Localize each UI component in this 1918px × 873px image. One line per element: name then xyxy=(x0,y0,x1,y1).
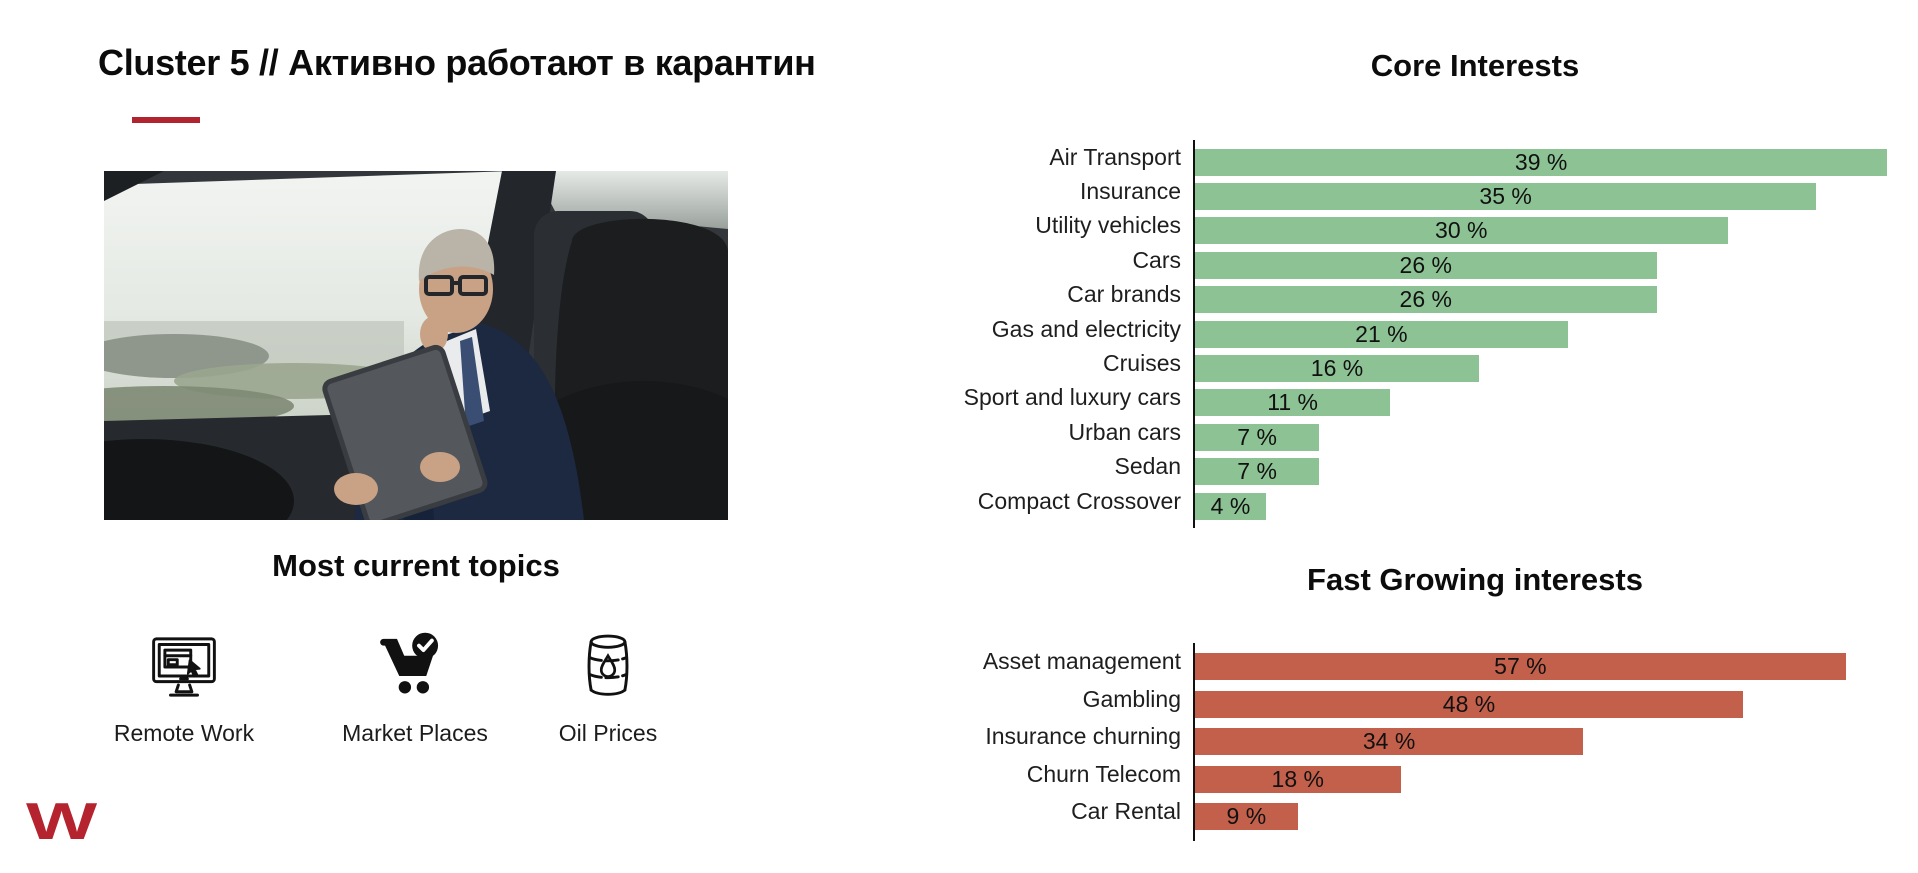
bar-row: 7 % xyxy=(1195,455,1905,489)
bar: 57 % xyxy=(1195,653,1846,681)
category-label: Cruises xyxy=(1103,350,1181,377)
photo-illustration xyxy=(104,171,728,520)
bar-row: 7 % xyxy=(1195,420,1905,454)
bar-row: 26 % xyxy=(1195,248,1905,282)
bar-row: 57 % xyxy=(1195,648,1880,686)
category-label: Gambling xyxy=(1082,685,1181,712)
topic-label-oil-prices: Oil Prices xyxy=(558,720,658,746)
topic-oil-prices: Oil Prices xyxy=(508,628,708,747)
businessman-in-car-photo xyxy=(104,171,728,520)
category-label: Urban cars xyxy=(1068,418,1181,445)
category-label: Utility vehicles xyxy=(1035,212,1181,239)
bar-row: 21 % xyxy=(1195,317,1905,351)
brand-logo-w: W xyxy=(26,793,97,851)
core-chart-category-labels: Air Transport Insurance Utility vehicles Ca… xyxy=(923,140,1193,528)
bar: 18 % xyxy=(1195,765,1401,793)
bar-row: 35 % xyxy=(1195,179,1905,213)
bar-value-label: 7 % xyxy=(1237,423,1277,450)
category-label: Car brands xyxy=(1067,281,1181,308)
category-label: Insurance xyxy=(1079,178,1181,205)
bar-value-label: 16 % xyxy=(1310,355,1364,382)
bar-value-label: 11 % xyxy=(1267,389,1318,416)
topic-remote-work: Remote Work xyxy=(84,628,284,747)
core-chart-plot-area: 39 % 35 % 30 % 26 % 26 % 21 % 16 % 11 % 7 % 7 % 4 … xyxy=(1193,140,1905,529)
bar: 48 % xyxy=(1195,690,1743,718)
bar: 7 % xyxy=(1195,423,1320,451)
topic-label-market-places: Market Places xyxy=(342,720,488,746)
bar: 21 % xyxy=(1195,320,1568,348)
bar-value-label: 30 % xyxy=(1435,217,1488,244)
bar-value-label: 48 % xyxy=(1442,690,1496,717)
category-label: Car Rental xyxy=(1071,798,1181,825)
core-interests-chart-title: Core Interests xyxy=(1370,48,1580,83)
bar-value-label: 4 % xyxy=(1210,492,1251,519)
topic-market-places: Market Places xyxy=(315,628,515,747)
bar-value-label: 26 % xyxy=(1399,286,1452,313)
remote-work-monitor-icon xyxy=(145,628,223,706)
marketplace-cart-icon xyxy=(376,628,454,706)
bar: 39 % xyxy=(1195,148,1888,176)
bar: 11 % xyxy=(1195,389,1391,417)
category-label: Churn Telecom xyxy=(1026,760,1181,787)
category-label: Sedan xyxy=(1114,453,1181,480)
slide-title: Cluster 5 // Активно работают в карантин xyxy=(98,42,816,83)
bar: 16 % xyxy=(1195,355,1479,383)
bar: 4 % xyxy=(1195,492,1266,520)
bar: 30 % xyxy=(1195,217,1728,245)
bar-value-label: 7 % xyxy=(1237,458,1277,485)
bar-row: 11 % xyxy=(1195,386,1905,420)
bar-row: 30 % xyxy=(1195,214,1905,248)
title-underline-accent xyxy=(132,117,200,123)
fast-growing-chart-title: Fast Growing interests xyxy=(1307,562,1643,597)
topic-label-remote-work: Remote Work xyxy=(113,720,255,746)
bar-value-label: 34 % xyxy=(1362,728,1416,755)
bar-value-label: 21 % xyxy=(1355,320,1408,347)
bar: 26 % xyxy=(1195,251,1657,279)
bar-row: 9 % xyxy=(1195,798,1880,836)
bar: 7 % xyxy=(1195,458,1320,486)
bar-row: 34 % xyxy=(1195,723,1880,761)
bar-row: 4 % xyxy=(1195,489,1905,523)
bar-value-label: 9 % xyxy=(1226,803,1267,830)
bar: 34 % xyxy=(1195,728,1584,756)
bar-row: 26 % xyxy=(1195,283,1905,317)
fast-growing-chart: Asset management Gambling Insurance churni… xyxy=(923,643,1905,841)
bar-value-label: 39 % xyxy=(1514,148,1568,175)
category-label: Sport and luxury cars xyxy=(963,384,1181,411)
core-interests-chart: Air Transport Insurance Utility vehicles Ca… xyxy=(923,140,1905,529)
bar-row: 48 % xyxy=(1195,686,1880,724)
category-label: Insurance churning xyxy=(985,723,1181,750)
bar-value-label: 57 % xyxy=(1494,653,1547,680)
category-label: Asset management xyxy=(982,648,1181,675)
bar-value-label: 35 % xyxy=(1479,183,1532,210)
bar-row: 16 % xyxy=(1195,351,1905,385)
fast-chart-category-labels: Asset management Gambling Insurance churni… xyxy=(923,643,1193,841)
category-label: Cars xyxy=(1132,246,1181,273)
topics-section-title: Most current topics xyxy=(272,548,560,583)
bar-row: 18 % xyxy=(1195,761,1880,799)
category-label: Gas and electricity xyxy=(991,315,1181,342)
bar-value-label: 26 % xyxy=(1399,251,1452,278)
bar: 9 % xyxy=(1195,803,1298,831)
bar-row: 39 % xyxy=(1195,145,1905,179)
fast-chart-plot-area: 57 % 48 % 34 % 18 % 9 % xyxy=(1193,643,1880,841)
bar: 35 % xyxy=(1195,183,1817,211)
oil-barrel-icon xyxy=(569,628,647,706)
bar: 26 % xyxy=(1195,286,1657,314)
bar-value-label: 18 % xyxy=(1271,765,1324,792)
category-label: Air Transport xyxy=(1049,143,1181,170)
category-label: Compact Crossover xyxy=(977,487,1181,514)
